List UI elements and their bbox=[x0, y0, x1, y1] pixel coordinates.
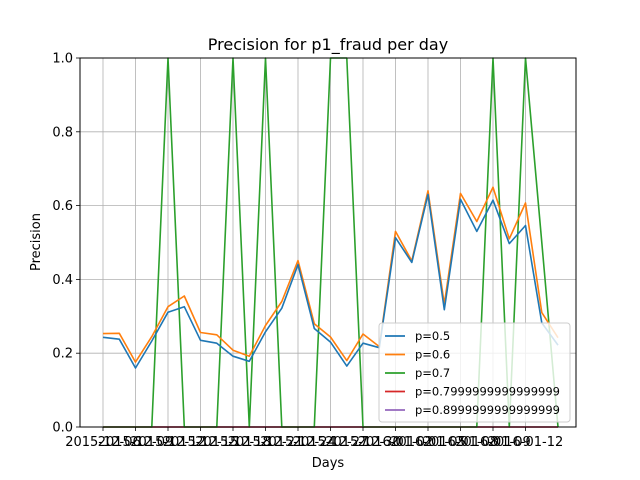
legend-label-4: p=0.8999999999999999 bbox=[415, 403, 560, 417]
x-tick-label: 2015-12-30 bbox=[325, 435, 401, 450]
plot-frame bbox=[79, 57, 577, 428]
series-line-1 bbox=[102, 186, 559, 363]
x-tick-label: 2015-12-27 bbox=[293, 435, 369, 450]
x-tick-label: 2016-01-08 bbox=[423, 435, 499, 450]
y-axis-ticks: 0.0 0.2 0.4 0.6 0.8 1.0 bbox=[52, 52, 80, 436]
y-tick-label: 0.4 bbox=[52, 273, 73, 288]
legend-label-0: p=0.5 bbox=[415, 329, 450, 343]
legend-label-3: p=0.7999999999999999 bbox=[415, 385, 560, 399]
chart-title: Precision for p1_fraud per day bbox=[208, 35, 448, 55]
y-tick-label: 0.8 bbox=[52, 125, 73, 140]
x-tick-label: 2015-12-24 bbox=[260, 435, 336, 450]
x-tick-label: 2016-01-12 bbox=[488, 435, 564, 450]
legend-label-2: p=0.7 bbox=[415, 366, 450, 380]
y-tick-label: 0.6 bbox=[52, 199, 73, 214]
x-tick-label: 2015-12-21 bbox=[228, 435, 304, 450]
x-tick-label: 2015-12-15 bbox=[163, 435, 239, 450]
x-axis-title: Days bbox=[312, 456, 345, 471]
x-tick-label: 2016-01-02 bbox=[358, 435, 434, 450]
x-tick-label: 2015-12-12 bbox=[130, 435, 206, 450]
x-tick-label: 2016-01-05 bbox=[390, 435, 466, 450]
y-axis-title: Precision bbox=[29, 213, 44, 271]
y-tick-label: 1.0 bbox=[52, 52, 73, 67]
legend-label-1: p=0.6 bbox=[415, 348, 450, 362]
x-tick-label: 2015-12-09 bbox=[98, 435, 174, 450]
y-tick-label: 0.2 bbox=[52, 347, 73, 362]
x-tick-label: 2016-01-09 bbox=[455, 435, 531, 450]
series-line-0 bbox=[102, 193, 559, 369]
x-tick-label: 2015-12-06 bbox=[65, 435, 141, 450]
legend-box bbox=[378, 322, 571, 423]
legend: p=0.5 p=0.6 p=0.7 p=0.7999999999999999 p=0.8… bbox=[378, 322, 571, 423]
y-tick-label: 0.0 bbox=[52, 421, 73, 436]
x-tick-label: 2015-12-18 bbox=[195, 435, 271, 450]
x-axis-ticks: 2015-12-062015-12-092015-12-122015-12-15… bbox=[65, 427, 563, 450]
